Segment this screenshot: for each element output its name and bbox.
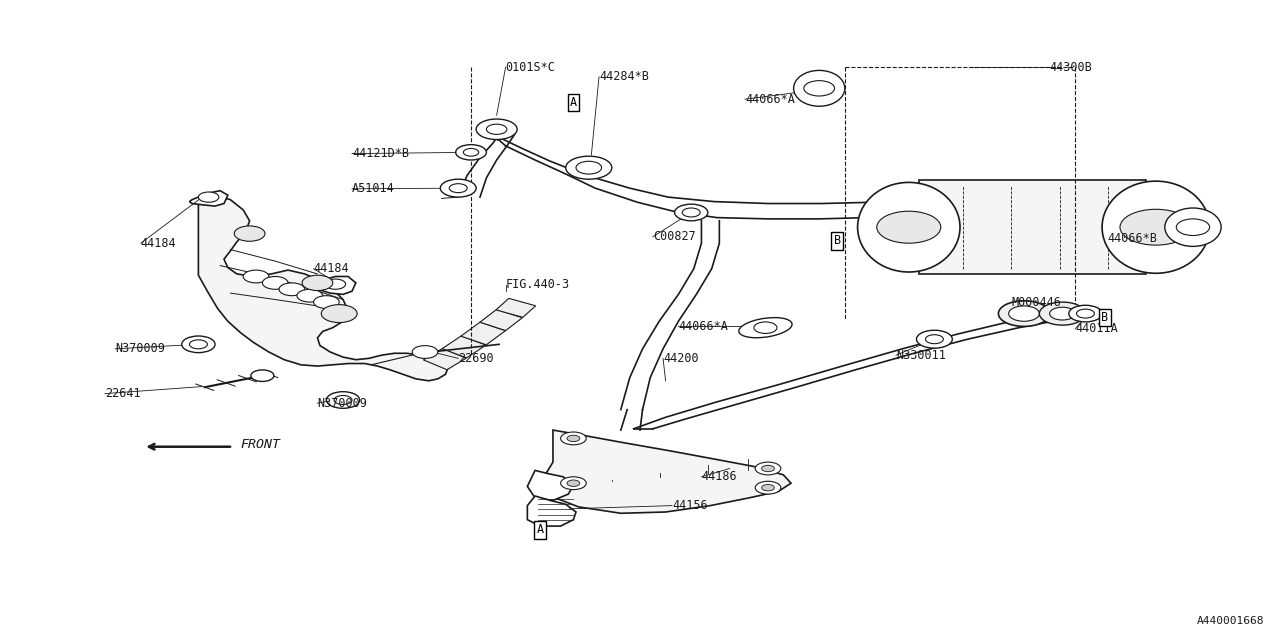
Circle shape: [754, 322, 777, 333]
Circle shape: [262, 276, 288, 289]
Circle shape: [567, 435, 580, 442]
Circle shape: [877, 211, 941, 243]
Circle shape: [916, 330, 952, 348]
Circle shape: [1009, 306, 1039, 321]
Circle shape: [314, 296, 339, 308]
Text: N370009: N370009: [115, 342, 165, 355]
Circle shape: [321, 305, 357, 323]
Text: A: A: [536, 524, 544, 536]
Polygon shape: [540, 430, 791, 513]
Polygon shape: [424, 348, 466, 370]
Polygon shape: [198, 195, 448, 381]
Circle shape: [189, 340, 207, 349]
Circle shape: [925, 335, 943, 344]
Circle shape: [234, 226, 265, 241]
Ellipse shape: [1102, 181, 1210, 273]
Circle shape: [561, 432, 586, 445]
Circle shape: [440, 179, 476, 197]
Text: 44184: 44184: [141, 237, 177, 250]
Circle shape: [182, 336, 215, 353]
Circle shape: [804, 81, 835, 96]
Ellipse shape: [794, 70, 845, 106]
Circle shape: [486, 124, 507, 134]
Circle shape: [251, 370, 274, 381]
Circle shape: [576, 161, 602, 174]
Text: 44186: 44186: [701, 470, 737, 483]
Text: 22641: 22641: [105, 387, 141, 400]
Text: 44284*B: 44284*B: [599, 70, 649, 83]
Text: N330011: N330011: [896, 349, 946, 362]
Text: N370009: N370009: [317, 397, 367, 410]
Polygon shape: [497, 298, 535, 317]
Polygon shape: [442, 336, 486, 358]
Circle shape: [334, 396, 352, 404]
Circle shape: [198, 192, 219, 202]
Polygon shape: [919, 180, 1146, 274]
Text: 44066*A: 44066*A: [678, 320, 728, 333]
Circle shape: [998, 301, 1050, 326]
Circle shape: [412, 346, 438, 358]
Circle shape: [1050, 307, 1075, 320]
Circle shape: [762, 484, 774, 491]
Circle shape: [279, 283, 305, 296]
Circle shape: [456, 145, 486, 160]
Circle shape: [325, 279, 346, 289]
Text: FIG.440-3: FIG.440-3: [506, 278, 570, 291]
Text: C00827: C00827: [653, 230, 695, 243]
Circle shape: [243, 270, 269, 283]
Circle shape: [1069, 305, 1102, 322]
Circle shape: [326, 392, 360, 408]
Text: M000446: M000446: [1011, 296, 1061, 308]
Circle shape: [755, 462, 781, 475]
Text: 22690: 22690: [458, 352, 494, 365]
Text: A440001668: A440001668: [1197, 616, 1265, 626]
Text: A51014: A51014: [352, 182, 394, 195]
Text: 0101S*C: 0101S*C: [506, 61, 556, 74]
Circle shape: [1076, 309, 1094, 318]
Ellipse shape: [739, 317, 792, 338]
Circle shape: [1176, 219, 1210, 236]
Text: 44156: 44156: [672, 499, 708, 512]
Circle shape: [682, 208, 700, 217]
Ellipse shape: [858, 182, 960, 272]
Circle shape: [755, 481, 781, 494]
Circle shape: [1039, 302, 1085, 325]
Polygon shape: [527, 496, 576, 526]
Text: 44184: 44184: [314, 262, 349, 275]
Text: 44300B: 44300B: [1050, 61, 1092, 74]
Text: 44066*B: 44066*B: [1107, 232, 1157, 244]
Polygon shape: [480, 309, 522, 331]
Circle shape: [449, 184, 467, 193]
Circle shape: [302, 275, 333, 291]
Text: 44011A: 44011A: [1075, 323, 1117, 335]
Circle shape: [762, 465, 774, 472]
Circle shape: [566, 156, 612, 179]
Polygon shape: [189, 191, 228, 206]
Circle shape: [567, 480, 580, 486]
Text: 44066*A: 44066*A: [745, 93, 795, 106]
Text: B: B: [833, 234, 841, 247]
Circle shape: [463, 148, 479, 156]
Text: A: A: [570, 96, 577, 109]
Circle shape: [1120, 209, 1192, 245]
Text: 44200: 44200: [663, 352, 699, 365]
Text: B: B: [1101, 311, 1108, 324]
Circle shape: [561, 477, 586, 490]
Ellipse shape: [1165, 208, 1221, 246]
Text: 44121D*B: 44121D*B: [352, 147, 410, 160]
Circle shape: [675, 204, 708, 221]
Polygon shape: [312, 276, 356, 294]
Polygon shape: [461, 322, 506, 345]
Circle shape: [476, 119, 517, 140]
Circle shape: [297, 289, 323, 302]
Polygon shape: [527, 470, 573, 500]
Text: FRONT: FRONT: [241, 438, 280, 451]
